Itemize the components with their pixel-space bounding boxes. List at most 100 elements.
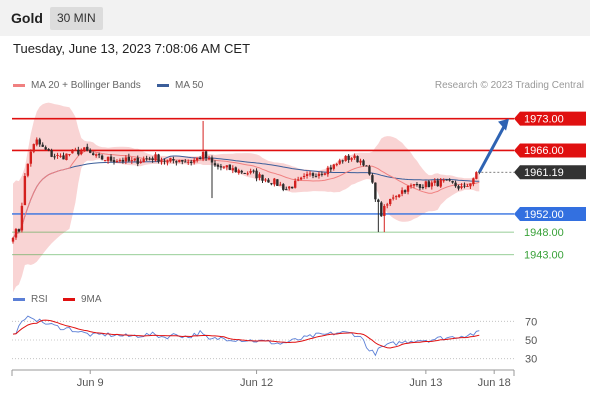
- time-axis: Jun 9 Jun 12 Jun 13 Jun 18: [11, 369, 515, 389]
- legend-ma50: MA 50: [157, 80, 203, 91]
- candle-body: [80, 150, 83, 154]
- candle-body: [326, 167, 330, 175]
- candle-body: [237, 170, 240, 173]
- candle-body: [94, 154, 98, 156]
- candle-body: [169, 158, 172, 162]
- candle-body: [240, 170, 243, 173]
- candle-body: [163, 160, 166, 162]
- candle-body: [371, 175, 374, 183]
- candle-body: [23, 175, 27, 206]
- candle-body: [374, 182, 377, 200]
- ma50-legend-swatch: [157, 84, 169, 87]
- candle-body: [50, 150, 53, 157]
- candle-body: [264, 179, 267, 181]
- candle-body: [293, 180, 297, 188]
- candle-body: [154, 154, 157, 161]
- candle-body: [394, 196, 398, 198]
- candle-body: [97, 154, 101, 156]
- candle-body: [442, 180, 445, 182]
- candle-body: [383, 206, 386, 217]
- candle-body: [38, 139, 41, 145]
- level-label-text: 1973.00: [524, 113, 564, 125]
- candle-body: [100, 155, 104, 160]
- candle-body: [386, 204, 389, 206]
- candle-body: [127, 156, 131, 161]
- candle-body: [296, 179, 300, 181]
- candle-body: [282, 184, 285, 190]
- candle-body: [323, 173, 327, 175]
- time-axis-label: Jun 13: [409, 377, 442, 389]
- candle-body: [187, 161, 190, 163]
- candle-body: [347, 155, 350, 160]
- rsi-legend-label: RSI: [31, 294, 48, 305]
- candle-body: [231, 168, 234, 171]
- candle-body: [47, 149, 50, 151]
- level-label-text: 1948.00: [524, 227, 564, 239]
- candle-body: [195, 157, 199, 161]
- legend-9ma: 9MA: [63, 294, 102, 305]
- candle-body: [20, 205, 24, 231]
- candle-body: [160, 160, 163, 163]
- candle-body: [136, 157, 139, 164]
- candle-body: [305, 174, 309, 176]
- top-bar: Gold 30 MIN: [0, 0, 590, 36]
- candle-body: [436, 180, 439, 187]
- candle-body: [246, 173, 249, 175]
- candle-body: [457, 186, 460, 189]
- level-label-tag: [514, 206, 586, 221]
- legend-rsi: RSI: [13, 294, 48, 305]
- candle-body: [288, 186, 291, 189]
- candle-body: [192, 159, 196, 163]
- candle-body: [32, 144, 35, 152]
- candle-body: [350, 158, 353, 160]
- candle-body: [368, 166, 371, 175]
- candle-body: [460, 186, 463, 188]
- candle-body: [311, 173, 315, 176]
- research-credit: Research © 2023 Trading Central: [434, 80, 584, 91]
- candle-body: [397, 194, 401, 197]
- ma20-legend-swatch: [13, 84, 25, 87]
- candle-body: [26, 163, 30, 176]
- rsi-tick-label: 70: [525, 316, 537, 328]
- candle-body: [225, 165, 229, 168]
- candle-body: [142, 159, 145, 163]
- candle-body: [475, 172, 478, 179]
- candle-body: [406, 185, 410, 192]
- candle-body: [252, 170, 255, 172]
- candle-body: [14, 229, 18, 238]
- candle-body: [133, 158, 136, 161]
- candle-body: [118, 160, 122, 162]
- rsi-legend-swatch: [13, 298, 25, 301]
- candle-body: [198, 158, 202, 160]
- candle-body: [341, 160, 344, 162]
- candle-body: [204, 151, 208, 159]
- candle-body: [291, 186, 294, 189]
- candle-body: [228, 164, 232, 170]
- candle-body: [44, 147, 47, 150]
- candle-body: [400, 190, 404, 194]
- candle-body: [222, 166, 226, 168]
- candle-body: [472, 178, 475, 185]
- candle-body: [53, 156, 56, 158]
- candle-body: [178, 160, 181, 163]
- ma50-legend-label: MA 50: [175, 80, 204, 91]
- timeframe-button[interactable]: 30 MIN: [50, 7, 103, 30]
- level-label-text: 1952.00: [524, 209, 564, 221]
- time-axis-label: Jun 18: [478, 377, 511, 389]
- candle-body: [445, 179, 448, 181]
- candle-body: [365, 165, 368, 167]
- candle-body: [65, 153, 68, 161]
- candle-body: [377, 199, 380, 202]
- candle-body: [302, 175, 306, 177]
- candle-body: [172, 159, 175, 161]
- candle-body: [448, 179, 451, 181]
- candle-body: [106, 157, 110, 161]
- candle-body: [418, 184, 422, 188]
- candle-body: [344, 155, 347, 161]
- candle-body: [29, 151, 33, 164]
- candle-body: [359, 160, 362, 163]
- rsi-line: [12, 315, 480, 357]
- candle-body: [103, 160, 107, 162]
- level-label-text: 1966.00: [524, 145, 564, 157]
